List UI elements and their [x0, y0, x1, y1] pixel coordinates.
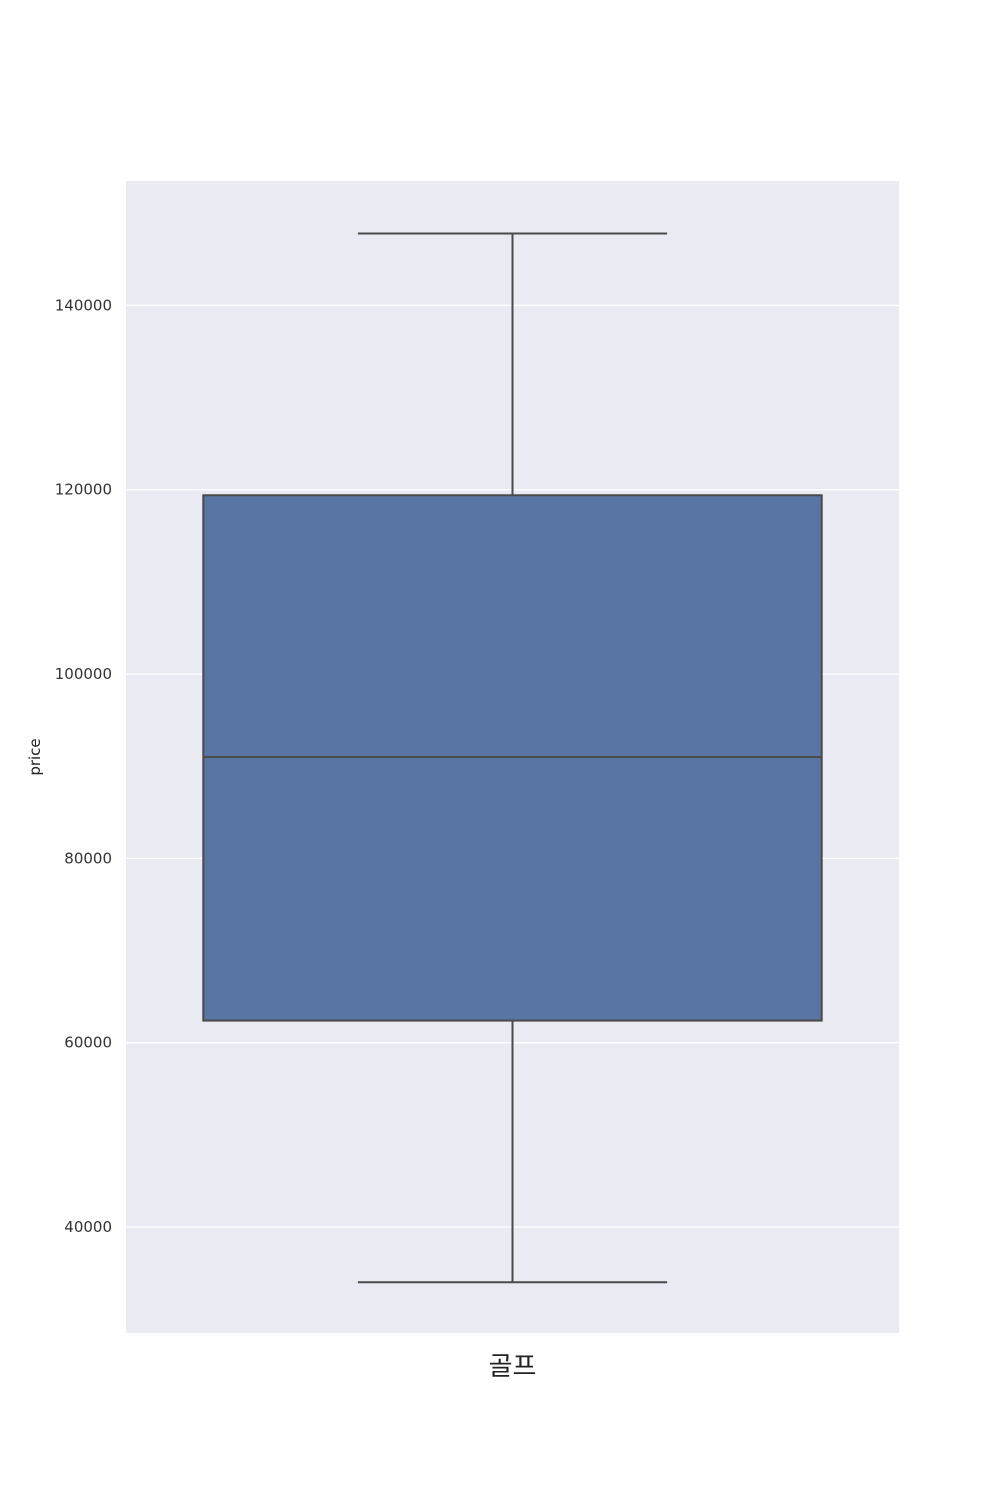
- y-tick-label: 140000: [55, 296, 112, 314]
- box-group: [202, 232, 823, 1284]
- box-series: [202, 232, 823, 1284]
- y-tick-label: 60000: [64, 1034, 112, 1052]
- y-tick-label: 40000: [64, 1218, 112, 1236]
- y-tick-label: 120000: [55, 481, 112, 499]
- y-axis-ticks: 40000 60000 80000 100000 120000 140000: [55, 296, 112, 1236]
- y-axis-label: price: [26, 738, 44, 775]
- x-tick-label: 골프: [489, 1352, 537, 1382]
- y-tick-label: 80000: [64, 849, 112, 867]
- y-tick-label: 100000: [55, 665, 112, 683]
- x-axis-ticks: 골프: [489, 1352, 537, 1382]
